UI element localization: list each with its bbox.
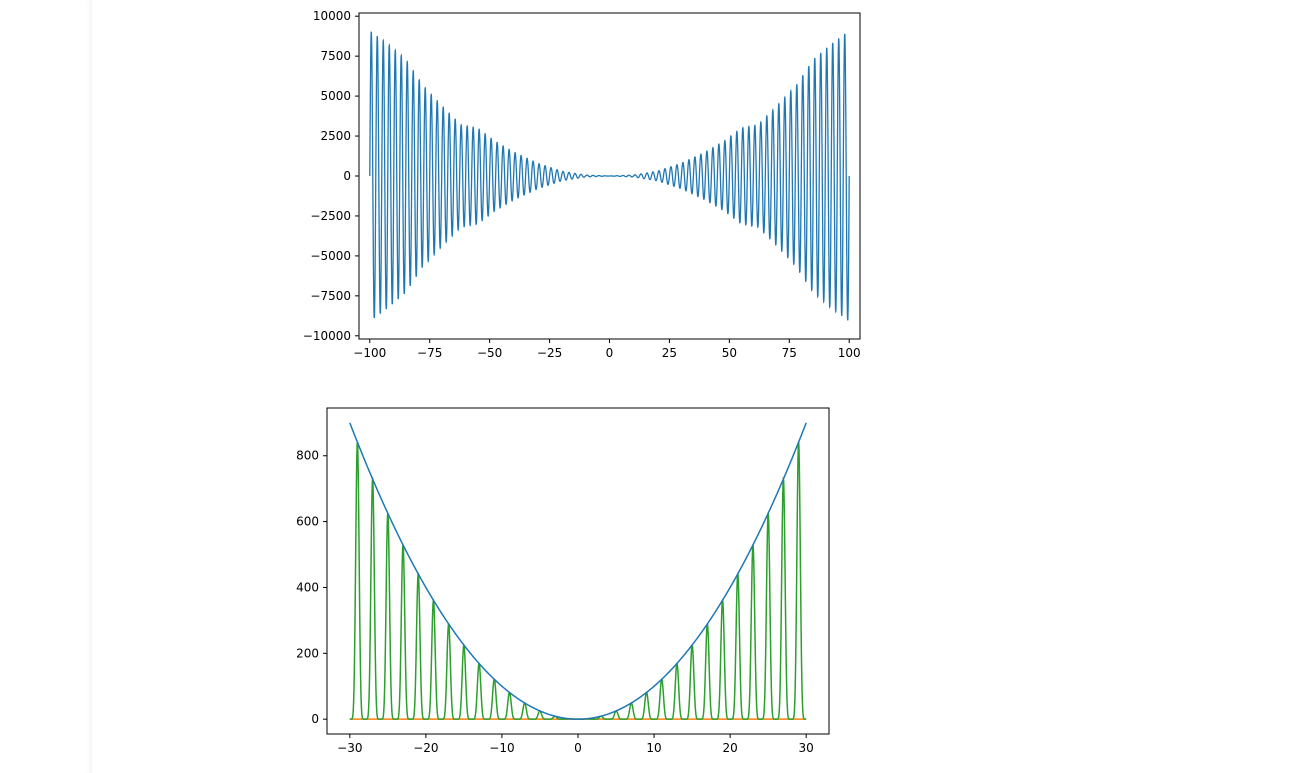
y-tick-label: −5000 <box>310 249 351 263</box>
x-tick-label: −100 <box>353 346 386 360</box>
y-tick-label: 7500 <box>320 49 351 63</box>
x-tick-label: −10 <box>489 741 514 755</box>
x-tick-label: 0 <box>606 346 614 360</box>
x-tick-label: 30 <box>799 741 814 755</box>
x-tick-label: 25 <box>662 346 677 360</box>
series-line-blue <box>349 422 807 720</box>
x-tick-label: −25 <box>537 346 562 360</box>
x-tick-label: 50 <box>722 346 737 360</box>
axes-frame <box>326 407 830 735</box>
y-tick-label: 600 <box>296 515 319 529</box>
series-line <box>369 31 850 321</box>
cell-output-area <box>92 0 1300 773</box>
x-tick-label: 75 <box>782 346 797 360</box>
y-tick-label: 400 <box>296 580 319 594</box>
y-tick-label: 2500 <box>320 129 351 143</box>
y-tick-label: −10000 <box>303 329 351 343</box>
x-tick-label: −20 <box>413 741 438 755</box>
x-tick-label: 20 <box>722 741 737 755</box>
series-line-green <box>349 440 807 720</box>
y-tick-label: 5000 <box>320 89 351 103</box>
y-tick-label: −2500 <box>310 209 351 223</box>
x-tick-label: −30 <box>337 741 362 755</box>
x-tick-label: −75 <box>417 346 442 360</box>
notebook-gutter <box>0 0 93 773</box>
x-tick-label: 100 <box>838 346 861 360</box>
x-tick-label: 0 <box>574 741 582 755</box>
x-tick-label: −50 <box>477 346 502 360</box>
y-tick-label: 200 <box>296 646 319 660</box>
x-tick-label: 10 <box>646 741 661 755</box>
y-tick-label: 10000 <box>313 9 351 23</box>
chart-1-plot: 100007500500025000−2500−5000−7500−10000 … <box>303 9 861 360</box>
chart-2-plot: 0 200 400 600 800 −30 −20 −10 0 10 20 30 <box>296 407 830 755</box>
axes-frame <box>358 12 861 340</box>
y-tick-label: 0 <box>311 712 319 726</box>
y-tick-label: −7500 <box>310 289 351 303</box>
y-tick-label: 800 <box>296 449 319 463</box>
y-tick-label: 0 <box>343 169 351 183</box>
